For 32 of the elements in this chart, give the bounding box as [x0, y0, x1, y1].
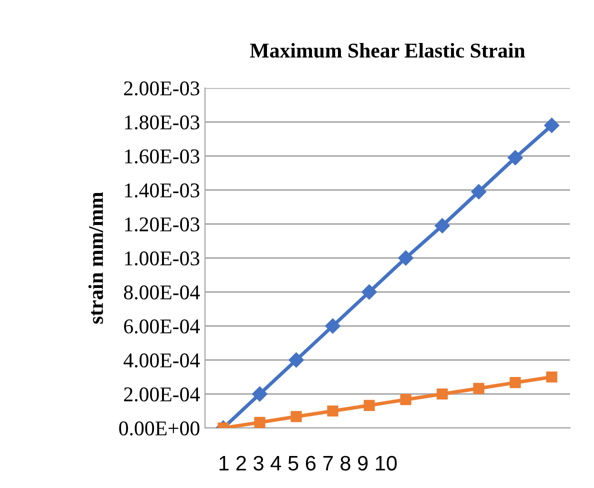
point — [327, 405, 338, 417]
point — [510, 377, 521, 388]
point — [544, 118, 560, 133]
y-tick-label: 4.00E-04 — [124, 353, 200, 368]
y-axis-title: strain mm/mm — [88, 192, 104, 324]
text: 1 2 3 4 5 6 7 8 9 10 — [220, 456, 397, 471]
point — [290, 411, 302, 422]
y-tick-label: 1.40E-03 — [125, 183, 200, 198]
y-tick-label: 1.80E-03 — [125, 115, 200, 130]
point — [434, 218, 450, 234]
point — [325, 318, 340, 334]
point — [398, 250, 414, 266]
y-tick-label: 1.20E-03 — [125, 217, 200, 232]
point — [400, 394, 412, 406]
point — [362, 284, 377, 300]
y-tick-label: 2.00E-03 — [124, 81, 200, 96]
point — [436, 388, 448, 400]
point — [252, 386, 268, 402]
point — [254, 416, 266, 428]
y-tick-label: 2.00E-04 — [124, 387, 200, 402]
y-tick-label: 8.00E-04 — [124, 285, 200, 300]
point — [288, 352, 304, 368]
y-tick-label: 1.60E-03 — [125, 149, 200, 164]
y-tick-label: 1.00E-03 — [125, 251, 200, 266]
chart-title: Maximum Shear Elastic Strain — [250, 42, 526, 58]
y-tick-label: 0.00E+00 — [119, 421, 200, 436]
y-tick-label: 6.00E-04 — [124, 319, 200, 334]
point — [546, 371, 558, 383]
point — [364, 400, 375, 411]
point — [471, 184, 486, 200]
point — [473, 382, 484, 394]
point — [508, 150, 523, 166]
